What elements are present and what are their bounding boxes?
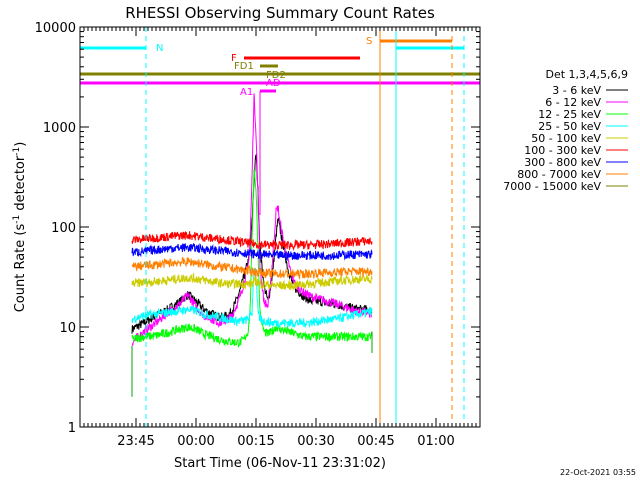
- y-tick-label: 100: [51, 221, 76, 236]
- legend-entry-label: 100 - 300 keV: [524, 144, 601, 157]
- x-axis: 23:45 00:00 00:15 00:30 00:45 01:00: [79, 27, 481, 449]
- flag-label-ad: AD: [266, 78, 281, 89]
- flag-label-n: N: [156, 43, 163, 54]
- legend-entry-label: 50 - 100 keV: [531, 132, 601, 145]
- y-axis-label: Count Rate (s-1 detector-1): [12, 142, 28, 313]
- x-tick-label: 23:45: [117, 434, 154, 449]
- series-line-4: [131, 272, 373, 291]
- series-line-3: [131, 267, 373, 329]
- y-tick-label: 10000: [35, 21, 76, 36]
- x-tick-label: 00:15: [237, 434, 274, 449]
- x-tick-label: 00:30: [297, 434, 334, 449]
- flag-label-s: S: [366, 36, 372, 47]
- legend-entry-label: 800 - 7000 keV: [517, 168, 601, 181]
- legend-entry-label: 7000 - 15000 keV: [503, 180, 601, 193]
- flag-label-f: F: [231, 53, 237, 64]
- series-line-5: [131, 231, 373, 251]
- x-axis-label: Start Time (06-Nov-11 23:31:02): [174, 456, 386, 471]
- x-tick-label: 01:00: [417, 434, 454, 449]
- y-tick-label: 1: [68, 421, 76, 436]
- x-tick-label: 00:00: [177, 434, 214, 449]
- y-tick-label: 10: [59, 321, 76, 336]
- series-traces: [131, 93, 373, 397]
- x-tick-label: 00:45: [357, 434, 394, 449]
- legend-entry-label: 25 - 50 keV: [538, 120, 601, 133]
- flag-label-a1: A1: [240, 87, 253, 98]
- chart-title: RHESSI Observing Summary Count Rates: [125, 4, 435, 22]
- series-line-2: [131, 168, 373, 349]
- legend-entry-label: 12 - 25 keV: [538, 108, 601, 121]
- flag-label-fd2: FD2: [266, 70, 286, 81]
- series-line-7: [131, 256, 373, 280]
- legend-entry-label: 300 - 800 keV: [524, 156, 601, 169]
- legend-title: Det 1,3,4,5,6,9: [545, 68, 628, 81]
- y-axis: 1 10 100 1000 10000: [35, 21, 480, 436]
- timestamp: 22-Oct-2021 03:55: [560, 468, 636, 477]
- legend-entry-label: 6 - 12 keV: [545, 96, 601, 109]
- y-tick-label: 1000: [43, 121, 76, 136]
- legend-entry-label: 3 - 6 keV: [552, 84, 601, 97]
- series-line-6: [131, 242, 373, 262]
- flag-label-fd1: FD1: [234, 61, 254, 72]
- series-line-0: [131, 153, 373, 334]
